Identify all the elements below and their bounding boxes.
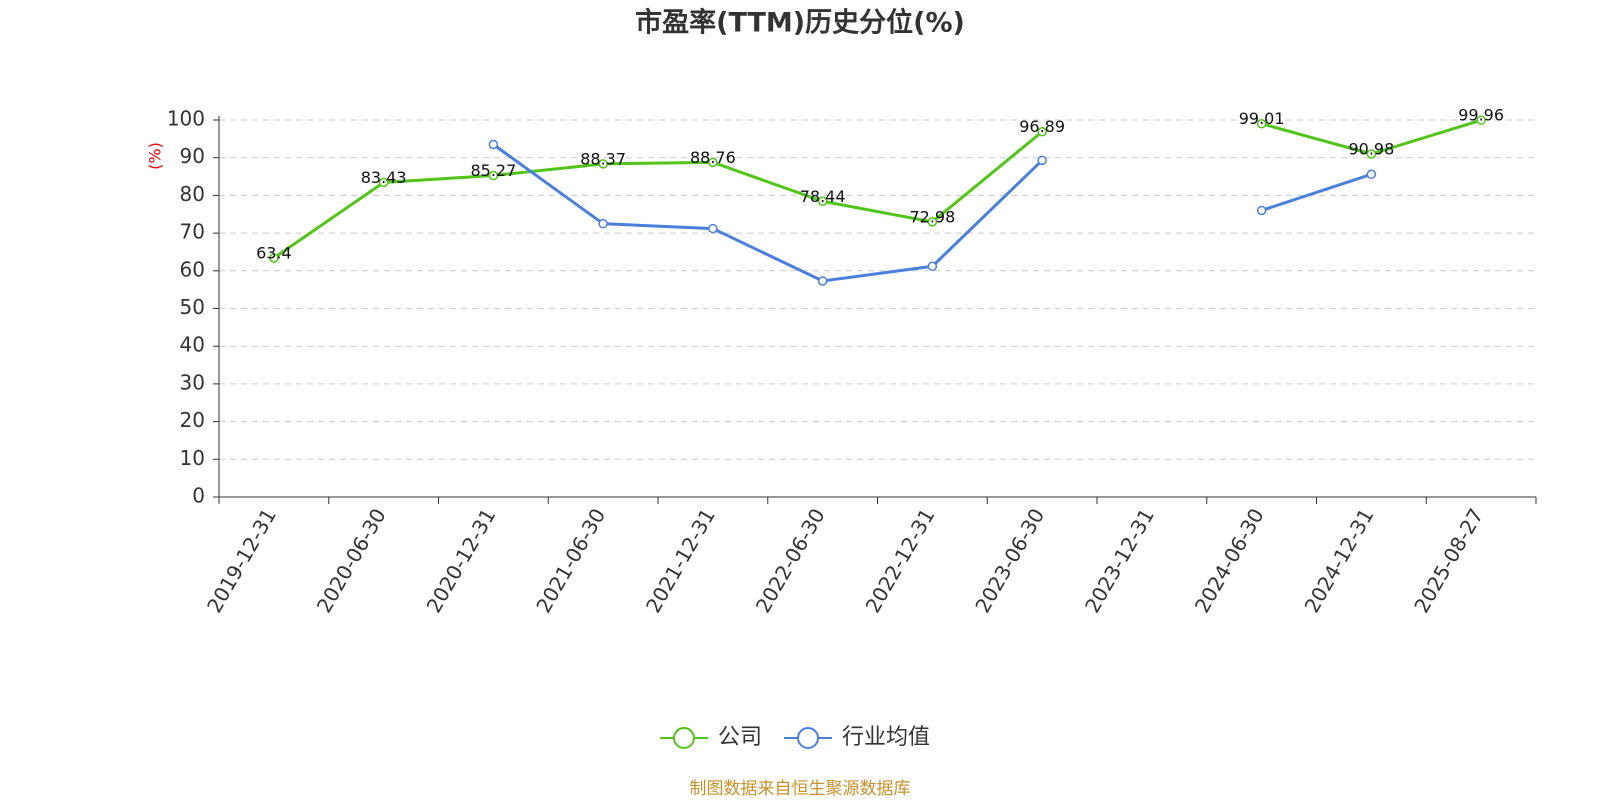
data-label: 72.98 (909, 207, 955, 226)
point (1256, 205, 1267, 216)
x-tick-label: 2022-06-30 (751, 504, 830, 617)
point (817, 196, 828, 207)
legend-icon (673, 727, 695, 749)
data-label: 63.4 (256, 243, 292, 262)
y-tick-label: 40 (180, 333, 205, 357)
legend-label: 行业均值 (842, 725, 930, 750)
data-label: 99.96 (1458, 106, 1504, 125)
series-line (492, 143, 1372, 283)
series-line (273, 118, 1482, 260)
x-tick-label: 2020-12-31 (422, 504, 501, 617)
data-label: 83.43 (361, 168, 407, 187)
y-tick-label: 60 (180, 257, 205, 281)
x-tick-label: 2021-12-31 (641, 504, 720, 617)
x-tick-label: 2024-12-31 (1300, 504, 1379, 617)
data-label: 90.98 (1348, 140, 1394, 159)
point (927, 217, 938, 227)
legend-label: 公司 (718, 725, 762, 750)
x-tick-label: 2025-08-27 (1409, 504, 1488, 617)
point (598, 159, 608, 169)
data-label: 88.37 (580, 149, 626, 168)
source-note: 制图数据来自恒生聚源数据库 (690, 779, 911, 799)
point (708, 223, 718, 234)
y-tick-label: 50 (180, 295, 205, 319)
y-tick-label: 30 (180, 370, 205, 394)
y-tick-label: 0 (192, 484, 205, 508)
point (269, 253, 279, 263)
y-tick-label: 80 (180, 182, 205, 206)
point (598, 218, 608, 229)
y-tick-label: 70 (180, 220, 205, 244)
y-tick-label: 100 (167, 107, 205, 131)
point (1037, 155, 1047, 166)
x-tick-label: 2024-06-30 (1190, 504, 1269, 617)
point (817, 276, 828, 286)
point (1366, 149, 1377, 159)
point (927, 261, 938, 272)
x-tick-label: 2022-12-31 (861, 504, 940, 617)
y-tick-label: 90 (180, 144, 205, 168)
chart-title: 市盈率(TTM)历史分位(%) (635, 7, 965, 39)
data-label: 78.44 (800, 187, 846, 206)
point (1366, 169, 1377, 180)
point (488, 139, 499, 150)
point (1256, 118, 1267, 129)
point (378, 177, 389, 188)
y-axis-label: (%) (146, 142, 165, 170)
x-tick-label: 2019-12-31 (202, 504, 281, 617)
point (1037, 126, 1047, 137)
x-tick-label: 2020-06-30 (312, 504, 391, 617)
y-tick-label: 10 (180, 446, 205, 470)
data-label: 96.89 (1019, 117, 1065, 136)
point (1476, 115, 1486, 125)
y-tick-label: 20 (180, 408, 205, 432)
x-tick-label: 2023-06-30 (970, 504, 1049, 617)
data-label: 99.01 (1239, 109, 1285, 128)
data-label: 85.27 (470, 161, 516, 180)
legend-icon (797, 727, 820, 749)
point (708, 157, 718, 168)
x-tick-label: 2023-12-31 (1080, 504, 1159, 617)
x-tick-label: 2021-06-30 (531, 504, 610, 617)
data-label: 88.76 (690, 148, 736, 167)
point (488, 170, 499, 181)
